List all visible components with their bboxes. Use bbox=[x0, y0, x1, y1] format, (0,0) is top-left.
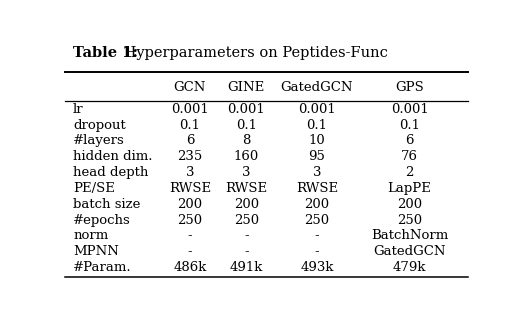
Text: 250: 250 bbox=[234, 214, 259, 226]
Text: batch size: batch size bbox=[73, 198, 140, 211]
Text: 491k: 491k bbox=[230, 261, 263, 274]
Text: -: - bbox=[188, 245, 192, 258]
Text: 0.1: 0.1 bbox=[236, 119, 257, 132]
Text: -: - bbox=[244, 229, 249, 242]
Text: -: - bbox=[244, 245, 249, 258]
Text: 3: 3 bbox=[242, 166, 251, 179]
Text: GCN: GCN bbox=[174, 81, 206, 94]
Text: 200: 200 bbox=[397, 198, 422, 211]
Text: 10: 10 bbox=[308, 134, 325, 147]
Text: 160: 160 bbox=[233, 150, 259, 163]
Text: RWSE: RWSE bbox=[169, 182, 211, 195]
Text: 0.001: 0.001 bbox=[171, 103, 209, 116]
Text: 0.1: 0.1 bbox=[306, 119, 328, 132]
Text: dropout: dropout bbox=[73, 119, 126, 132]
Text: 3: 3 bbox=[186, 166, 194, 179]
Text: -: - bbox=[315, 245, 319, 258]
Text: 0.1: 0.1 bbox=[179, 119, 200, 132]
Text: norm: norm bbox=[73, 229, 108, 242]
Text: 76: 76 bbox=[401, 150, 418, 163]
Text: 95: 95 bbox=[308, 150, 326, 163]
Text: 2: 2 bbox=[406, 166, 414, 179]
Text: #Param.: #Param. bbox=[73, 261, 132, 274]
Text: RWSE: RWSE bbox=[225, 182, 267, 195]
Text: #layers: #layers bbox=[73, 134, 125, 147]
Text: hidden dim.: hidden dim. bbox=[73, 150, 152, 163]
Text: #epochs: #epochs bbox=[73, 214, 131, 226]
Text: 6: 6 bbox=[186, 134, 194, 147]
Text: MPNN: MPNN bbox=[73, 245, 119, 258]
Text: 0.1: 0.1 bbox=[399, 119, 420, 132]
Text: LapPE: LapPE bbox=[387, 182, 432, 195]
Text: 200: 200 bbox=[234, 198, 259, 211]
Text: lr: lr bbox=[73, 103, 84, 116]
Text: PE/SE: PE/SE bbox=[73, 182, 115, 195]
Text: 235: 235 bbox=[177, 150, 203, 163]
Text: 0.001: 0.001 bbox=[227, 103, 265, 116]
Text: -: - bbox=[315, 229, 319, 242]
Text: GPS: GPS bbox=[395, 81, 424, 94]
Text: 486k: 486k bbox=[173, 261, 206, 274]
Text: 8: 8 bbox=[242, 134, 251, 147]
Text: 200: 200 bbox=[177, 198, 202, 211]
Text: GatedGCN: GatedGCN bbox=[281, 81, 353, 94]
Text: BatchNorm: BatchNorm bbox=[371, 229, 448, 242]
Text: 250: 250 bbox=[304, 214, 330, 226]
Text: Hyperparameters on Peptides-Func: Hyperparameters on Peptides-Func bbox=[120, 46, 388, 60]
Text: 6: 6 bbox=[405, 134, 414, 147]
Text: Table 1:: Table 1: bbox=[73, 46, 138, 60]
Text: head depth: head depth bbox=[73, 166, 148, 179]
Text: RWSE: RWSE bbox=[296, 182, 338, 195]
Text: GatedGCN: GatedGCN bbox=[373, 245, 446, 258]
Text: 0.001: 0.001 bbox=[298, 103, 336, 116]
Text: 479k: 479k bbox=[393, 261, 426, 274]
Text: 200: 200 bbox=[304, 198, 330, 211]
Text: GINE: GINE bbox=[228, 81, 265, 94]
Text: 3: 3 bbox=[313, 166, 321, 179]
Text: -: - bbox=[188, 229, 192, 242]
Text: 0.001: 0.001 bbox=[391, 103, 428, 116]
Text: 250: 250 bbox=[177, 214, 202, 226]
Text: 250: 250 bbox=[397, 214, 422, 226]
Text: 493k: 493k bbox=[300, 261, 334, 274]
